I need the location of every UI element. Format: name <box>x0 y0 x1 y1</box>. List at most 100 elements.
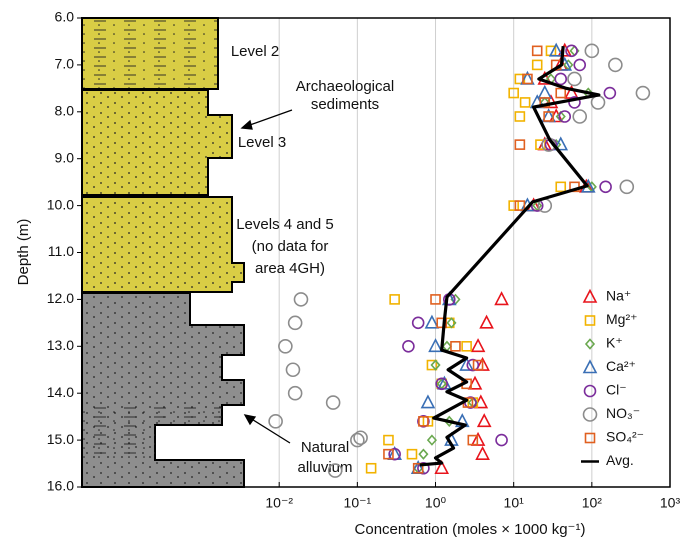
marker-diamond <box>426 434 438 446</box>
annotation: Levels 4 and 5 <box>236 216 334 233</box>
legend-label: Mg²⁺ <box>606 311 638 327</box>
legend-symbol <box>584 315 596 326</box>
x-tick-label: 10¹ <box>504 495 525 511</box>
y-axis-label: Depth (m) <box>15 219 32 286</box>
marker-circle <box>619 179 635 195</box>
marker-circle <box>325 395 341 410</box>
legend-symbol <box>584 338 596 350</box>
marker-triangle <box>470 338 486 353</box>
marker-circle <box>635 85 651 101</box>
marker-circle <box>278 338 293 354</box>
annotation: (no data for <box>252 238 329 255</box>
legend-symbol <box>582 359 598 374</box>
marker-circle <box>466 358 480 372</box>
marker-square <box>383 448 394 460</box>
annotation: area 4GH) <box>255 260 325 277</box>
marker-square <box>450 340 461 352</box>
marker-circle <box>293 292 309 307</box>
marker-diamond <box>446 317 457 329</box>
legend-label: K⁺ <box>606 335 623 351</box>
marker-triangle <box>476 413 492 428</box>
marker-square <box>365 462 377 474</box>
y-tick-label: 10.0 <box>47 196 74 212</box>
x-axis-label: Concentration (moles × 1000 kg⁻¹) <box>355 521 586 538</box>
marker-circle <box>495 433 508 447</box>
marker-circle <box>411 316 425 330</box>
annotation: Archaeological <box>296 78 394 95</box>
marker-circle <box>417 461 430 475</box>
marker-circle <box>572 109 588 124</box>
marker-square <box>514 111 526 122</box>
marker-triangle <box>459 356 474 371</box>
legend-symbol <box>582 407 598 422</box>
y-tick-label: 13.0 <box>47 337 74 353</box>
marker-circle <box>268 414 283 429</box>
legend-label: Ca²⁺ <box>606 358 636 374</box>
marker-square <box>531 59 543 71</box>
marker-circle <box>327 463 343 478</box>
x-tick-label: 10³ <box>660 495 681 511</box>
marker-square <box>514 139 526 150</box>
arrow-head <box>240 119 253 130</box>
marker-triangle <box>479 314 494 329</box>
marker-square <box>519 97 531 108</box>
legend-label: SO₄²⁻ <box>606 429 644 445</box>
marker-square <box>418 416 429 427</box>
marker-circle <box>554 72 568 86</box>
marker-square <box>389 294 400 305</box>
marker-diamond <box>532 199 543 212</box>
marker-triangle <box>537 84 553 99</box>
marker-circle <box>558 110 572 123</box>
marker-triangle <box>553 136 569 151</box>
marker-square <box>531 45 543 57</box>
y-tick-label: 11.0 <box>48 243 74 259</box>
marker-triangle <box>428 338 443 353</box>
marker-square <box>539 97 551 108</box>
layer-pattern <box>81 196 245 293</box>
marker-square <box>514 200 526 211</box>
marker-diamond <box>430 359 441 371</box>
legend-label: Cl⁻ <box>606 382 627 398</box>
marker-square <box>508 200 519 211</box>
marker-circle <box>435 377 449 391</box>
y-tick-label: 16.0 <box>47 478 74 494</box>
marker-square <box>543 111 554 122</box>
marker-circle <box>285 362 301 378</box>
marker-circle <box>590 95 606 110</box>
marker-circle <box>417 415 430 428</box>
legend-label: Avg. <box>606 452 634 468</box>
x-tick-label: 10⁰ <box>425 495 447 511</box>
y-tick-label: 8.0 <box>55 103 75 119</box>
annotation: alluvium <box>297 459 352 476</box>
marker-circle <box>603 86 617 100</box>
marker-diamond <box>418 448 429 460</box>
marker-circle <box>565 44 578 58</box>
marker-square <box>412 462 424 474</box>
marker-triangle <box>494 291 509 306</box>
annotation: sediments <box>311 96 379 113</box>
legend-symbol <box>582 288 598 303</box>
marker-square <box>430 294 441 305</box>
annotation: Natural <box>301 439 349 456</box>
marker-square <box>461 340 472 352</box>
arrow <box>249 417 291 444</box>
marker-circle <box>584 43 600 59</box>
x-tick-label: 10⁻² <box>265 495 293 511</box>
marker-square <box>436 317 448 329</box>
marker-square <box>508 87 519 99</box>
marker-triangle <box>424 314 440 329</box>
marker-triangle <box>548 42 564 57</box>
marker-circle <box>568 96 581 109</box>
marker-triangle <box>467 375 483 390</box>
y-tick-label: 6.0 <box>55 9 75 25</box>
annotation: Level 2 <box>231 43 279 60</box>
layer-pattern <box>81 17 219 90</box>
marker-triangle <box>434 460 450 475</box>
marker-triangle <box>420 394 436 409</box>
marker-square <box>383 434 394 446</box>
annotation-arrows <box>240 109 293 444</box>
marker-circle <box>287 385 303 401</box>
marker-square <box>406 448 418 460</box>
x-tick-label: 10⁻¹ <box>344 495 372 511</box>
marker-triangle <box>475 445 490 460</box>
